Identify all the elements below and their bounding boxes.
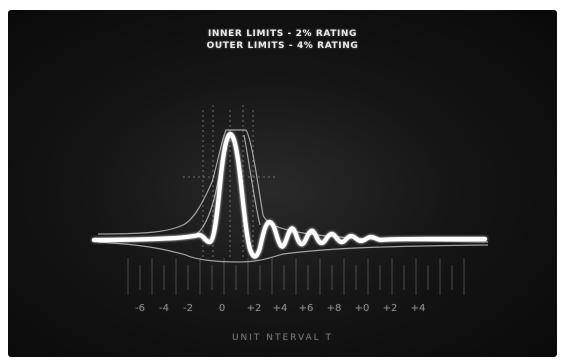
tick-label: +4 xyxy=(410,303,426,314)
waveform-display xyxy=(91,105,489,295)
tick-label: 0 xyxy=(218,303,226,314)
axis-caption: UNIT NTERVAL T xyxy=(231,333,334,343)
tick-label: -6 xyxy=(135,303,145,314)
tick-label: -4 xyxy=(159,303,169,314)
oscilloscope-screen: INNER LIMITS - 2% RATING OUTER LIMITS - … xyxy=(8,10,557,357)
rating-legend: INNER LIMITS - 2% RATING OUTER LIMITS - … xyxy=(8,28,557,52)
tick-label: -2 xyxy=(183,303,193,314)
graticule xyxy=(127,258,465,295)
inner-limits-label: INNER LIMITS - 2% RATING xyxy=(207,29,358,39)
tick-label: +2 xyxy=(382,303,398,314)
tick-label: +2 xyxy=(246,303,262,314)
tick-label: +6 xyxy=(298,303,314,314)
tick-label: +0 xyxy=(354,303,370,314)
pulse-waveform xyxy=(91,131,488,259)
limit-envelopes xyxy=(97,129,489,263)
tick-label: +4 xyxy=(272,303,288,314)
outer-limits-label: OUTER LIMITS - 4% RATING xyxy=(206,41,359,51)
tick-label: +8 xyxy=(326,303,342,314)
